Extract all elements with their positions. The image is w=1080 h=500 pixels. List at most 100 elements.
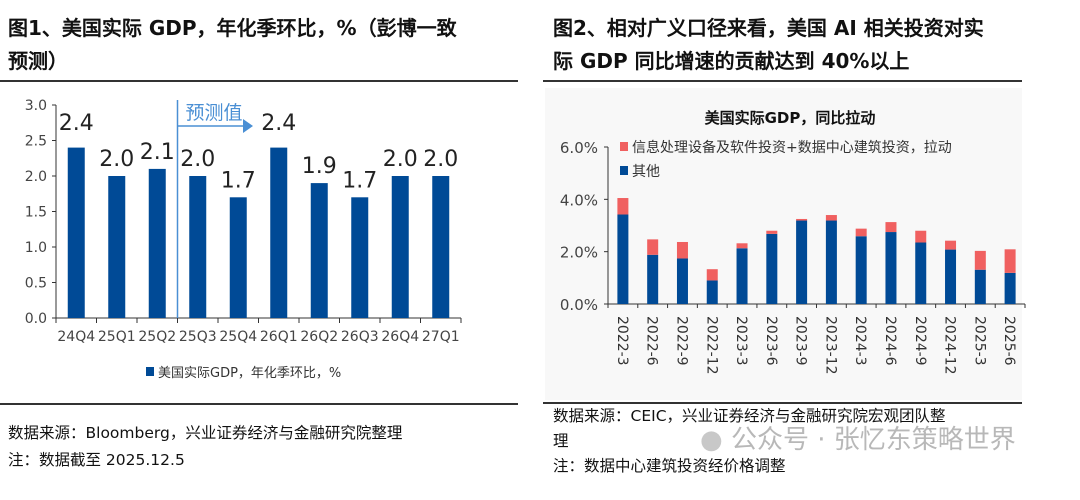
c2-x-tick-label: 2023-9 — [793, 316, 809, 366]
left-figure-title: 图1、美国实际 GDP，年化季环比，%（彭博一致 预测） — [8, 12, 457, 78]
c2-bar-other — [945, 249, 957, 304]
c2-x-tick-label: 2025-3 — [971, 316, 987, 366]
left-top-rule — [0, 80, 518, 82]
c2-bar-other — [974, 269, 986, 304]
c1-bar — [351, 197, 369, 318]
c2-x-tick-label: 2023-12 — [822, 316, 838, 375]
c2-bar-other — [885, 232, 897, 304]
c1-legend-swatch — [146, 367, 154, 376]
c1-y-tick-label: 1.0 — [25, 240, 47, 256]
c1-y-tick-label: 0.0 — [25, 311, 47, 327]
c2-bar-ai-investment — [706, 269, 718, 281]
c2-bar-ai-investment — [647, 239, 659, 255]
c2-bar-ai-investment — [825, 215, 837, 221]
c1-y-tick-label: 1.5 — [25, 205, 47, 221]
c1-bar — [108, 176, 126, 318]
c2-bar-ai-investment — [1004, 249, 1016, 273]
c1-bar — [270, 147, 288, 318]
c1-x-tick-label: 26Q4 — [381, 329, 419, 345]
left-source-text: 数据来源：Bloomberg，兴业证券经济与金融研究院整理 — [8, 424, 403, 442]
c2-title: 美国实际GDP，同比拉动 — [705, 109, 876, 127]
c2-bar-other — [796, 220, 808, 304]
c2-bar-other — [915, 242, 927, 304]
c1-y-tick-label: 2.5 — [25, 134, 47, 150]
c2-bar-ai-investment — [974, 250, 986, 270]
c1-bar — [67, 147, 85, 318]
c1-legend-label: 美国实际GDP，年化季环比，% — [158, 366, 341, 381]
c2-x-tick-label: 2022-6 — [644, 316, 660, 366]
c2-x-tick-label: 2024-9 — [912, 316, 928, 366]
left-title-line1: 图1、美国实际 GDP，年化季环比，%（彭博一致 — [8, 16, 457, 40]
c2-x-tick-label: 2024-3 — [852, 316, 868, 366]
c1-forecast-label: 预测值 — [186, 102, 243, 124]
c2-bar-other — [766, 233, 778, 304]
left-source: 数据来源：Bloomberg，兴业证券经济与金融研究院整理 注：数据截至 202… — [8, 420, 402, 474]
c1-bar — [310, 183, 328, 318]
right-title-line1: 图2、相对广义口径来看，美国 AI 相关投资对实 — [553, 16, 984, 40]
c2-bar-other — [706, 280, 718, 304]
c2-x-tick-label: 2022-9 — [673, 316, 689, 366]
c2-x-tick-label: 2025-6 — [1001, 316, 1017, 366]
c2-y-tick-label: 4.0% — [560, 191, 598, 209]
c1-data-label: 2.0 — [423, 147, 458, 172]
right-bottom-rule — [543, 402, 1022, 404]
right-source-text-cont: 理 — [553, 432, 569, 450]
c1-y-tick-label: 3.0 — [25, 98, 47, 114]
c1-data-label: 2.0 — [383, 147, 418, 172]
c1-x-tick-label: 26Q1 — [260, 329, 298, 345]
c2-y-tick-label: 0.0% — [560, 296, 598, 314]
c1-x-tick-label: 25Q4 — [219, 329, 257, 345]
c2-x-tick-label: 2023-3 — [733, 316, 749, 366]
c2-bar-other — [825, 220, 837, 304]
c1-data-label: 2.0 — [180, 147, 215, 172]
c2-x-tick-label: 2022-12 — [703, 316, 719, 375]
right-source-text: 数据来源：CEIC，兴业证券经济与金融研究院宏观团队整 — [553, 407, 946, 425]
c1-bar — [148, 168, 166, 318]
c1-y-tick-label: 0.5 — [25, 276, 47, 292]
right-source: 数据来源：CEIC，兴业证券经济与金融研究院宏观团队整 理 注：数据中心建筑投资… — [553, 404, 946, 479]
c2-bar-other — [647, 254, 659, 304]
c2-bar-other — [676, 258, 688, 304]
c1-x-tick-label: 26Q3 — [341, 329, 379, 345]
c2-x-tick-label: 2024-12 — [942, 316, 958, 375]
c2-bar-ai-investment — [915, 230, 927, 243]
c2-y-tick-label: 6.0% — [560, 139, 598, 157]
c2-bar-other — [736, 248, 748, 304]
c1-x-tick-label: 25Q2 — [138, 329, 176, 345]
c2-bar-ai-investment — [885, 222, 897, 233]
right-top-rule — [543, 80, 1022, 82]
c2-legend-swatch-other — [620, 166, 628, 175]
watermark: ● 公众号 · 张忆东策略世界 — [700, 427, 1016, 453]
c2-legend-label-ai: 信息处理设备及软件投资+数据中心建筑投资，拉动 — [632, 139, 952, 156]
c1-x-tick-label: 25Q3 — [179, 329, 217, 345]
c1-data-label: 2.4 — [261, 111, 296, 136]
c2-x-tick-label: 2023-6 — [763, 316, 779, 366]
left-title-line2: 预测） — [8, 49, 68, 73]
right-title-line2: 际 GDP 同比增速的贡献达到 40%以上 — [553, 49, 910, 73]
left-bottom-rule — [0, 403, 518, 405]
right-note-text: 注：数据中心建筑投资经价格调整 — [553, 457, 786, 475]
c2-x-tick-label: 2022-3 — [614, 316, 630, 366]
c1-data-label: 2.1 — [140, 140, 175, 165]
left-note-text: 注：数据截至 2025.12.5 — [8, 451, 185, 469]
c2-legend-swatch-ai — [620, 142, 628, 151]
c2-bar-ai-investment — [945, 240, 957, 250]
c1-bar — [432, 176, 450, 318]
c1-forecast-arrow-icon — [243, 119, 253, 133]
c2-bar-other — [1004, 272, 1016, 304]
wechat-icon: ● — [700, 425, 723, 455]
watermark-text: 公众号 · 张忆东策略世界 — [730, 425, 1016, 455]
c2-y-tick-label: 2.0% — [560, 244, 598, 262]
c2-bar-other — [617, 214, 629, 304]
c2-bar-other — [855, 236, 867, 304]
right-figure-title: 图2、相对广义口径来看，美国 AI 相关投资对实 际 GDP 同比增速的贡献达到… — [553, 12, 984, 78]
c1-bar — [189, 176, 207, 318]
c1-bar — [229, 197, 247, 318]
c1-data-label: 2.4 — [59, 111, 94, 136]
c2-bar-ai-investment — [617, 198, 629, 215]
c2-bar-ai-investment — [855, 228, 867, 237]
c2-legend-label-other: 其他 — [632, 164, 660, 180]
c1-data-label: 1.7 — [342, 168, 377, 193]
c1-data-label: 2.0 — [99, 147, 134, 172]
